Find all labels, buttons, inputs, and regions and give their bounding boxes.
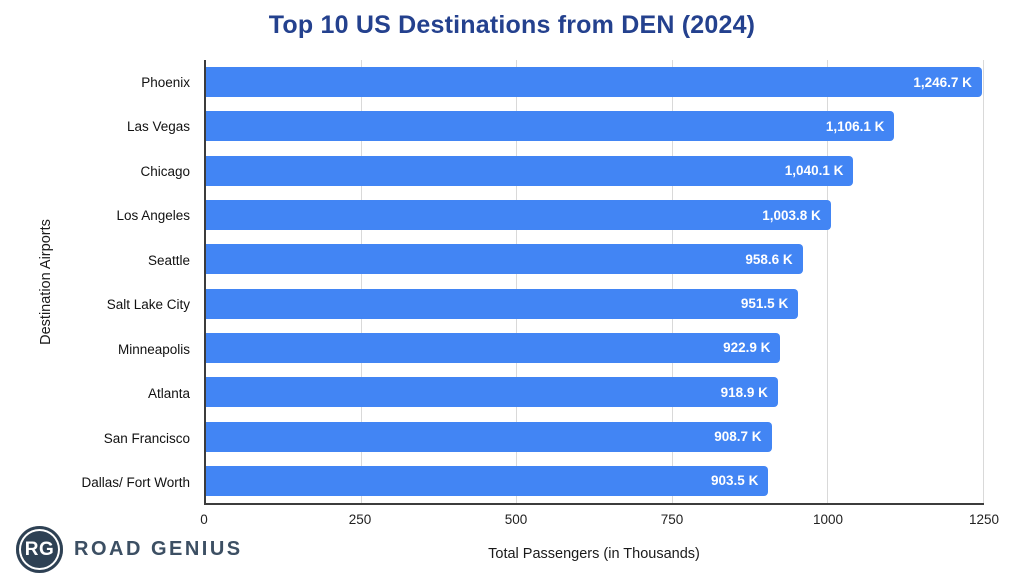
bar-value-label: 908.7 K [714, 429, 762, 445]
gridline [983, 60, 984, 503]
category-label: Phoenix [141, 74, 190, 90]
bar-row: 903.5 K [206, 459, 984, 503]
gridline [516, 60, 518, 503]
bar-minneapolis: 922.9 K [206, 332, 781, 363]
bar-row: 1,106.1 K [206, 104, 984, 148]
x-axis-title: Total Passengers (in Thousands) [488, 546, 700, 562]
bar-value-label: 918.9 K [720, 384, 768, 400]
bar-salt-lake-city: 951.5 K [206, 288, 799, 319]
bar-las-vegas: 1,106.1 K [206, 111, 895, 142]
x-axis-ticks: 0 250 500 750 1000 1250 [200, 512, 999, 530]
gridline [360, 60, 362, 503]
road-genius-logo: RG ROAD GENIUS [16, 526, 243, 573]
category-label: San Francisco [103, 430, 190, 446]
bar-los-angeles: 1,003.8 K [206, 200, 831, 231]
bar-phoenix: 1,246.7 K [206, 67, 982, 98]
bar-value-label: 958.6 K [745, 251, 793, 267]
category-label: Atlanta [147, 386, 190, 402]
bar-row: 951.5 K [206, 282, 984, 326]
bar-row: 958.6 K [206, 237, 984, 281]
bar-value-label: 922.9 K [723, 340, 771, 356]
x-tick-label: 1000 [812, 512, 844, 527]
bar-value-label: 1,246.7 K [913, 74, 972, 90]
bar-value-label: 903.5 K [711, 473, 759, 489]
bar-value-label: 951.5 K [740, 296, 789, 312]
x-tick-label: 0 [200, 512, 208, 527]
bar-row: 1,246.7 K [206, 60, 984, 104]
bar-san-francisco: 908.7 K [206, 421, 772, 452]
bar-value-label: 1,003.8 K [762, 207, 821, 223]
x-tick-label: 1250 [968, 512, 1000, 527]
logo-monogram: RG [24, 538, 55, 560]
bar-row: 918.9 K [206, 370, 984, 414]
bar-atlanta: 918.9 K [206, 377, 778, 408]
gridline [827, 60, 829, 503]
gridline [671, 60, 673, 503]
y-axis-title: Destination Airports [38, 219, 54, 345]
category-label: Seattle [147, 252, 190, 268]
bar-value-label: 1,040.1 K [784, 163, 844, 179]
bar-row: 922.9 K [206, 326, 984, 370]
bar-dallas-fort-worth: 903.5 K [206, 465, 769, 496]
logo-wordmark: ROAD GENIUS [74, 538, 243, 560]
bar-row: 1,040.1 K [206, 149, 984, 193]
category-label: Dallas/ Fort Worth [81, 475, 190, 491]
x-tick-label: 500 [504, 512, 528, 527]
x-tick-label: 750 [660, 512, 684, 527]
y-axis-category-labels: Phoenix Las Vegas Chicago Los Angeles Seattl… [0, 60, 197, 505]
category-label: Minneapolis [117, 341, 190, 357]
chart-title: Top 10 US Destinations from DEN (2024) [268, 11, 756, 39]
bar-row: 1,003.8 K [206, 193, 984, 237]
category-label: Las Vegas [126, 119, 190, 135]
category-label: Chicago [140, 163, 190, 179]
category-label: Los Angeles [116, 208, 190, 224]
x-tick-label: 250 [348, 512, 372, 527]
logo-rg-icon: RG [16, 526, 63, 573]
category-label: Salt Lake City [106, 297, 190, 313]
bar-seattle: 958.6 K [206, 244, 803, 275]
bar-chicago: 1,040.1 K [206, 155, 854, 186]
bar-value-label: 1,106.1 K [825, 118, 885, 134]
plot-area: 1,246.7 K 1,106.1 K 1,040.1 K 1,003.8 K 958.… [204, 60, 984, 505]
bar-row: 908.7 K [206, 414, 984, 458]
